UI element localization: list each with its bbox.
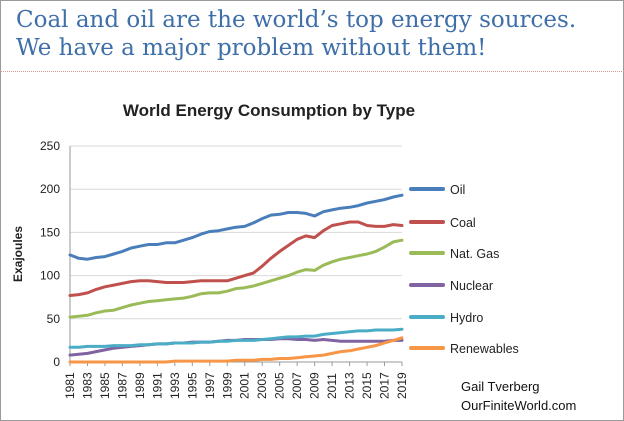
x-tick-label: 1989 [133, 372, 147, 399]
slide-headline: Coal and oil are the world’s top energy … [16, 6, 576, 62]
series-line-oil [68, 193, 404, 261]
legend-label-nat-gas: Nat. Gas [450, 247, 499, 261]
headline-line-2: We have a major problem without them! [16, 35, 487, 61]
x-tick-label: 2009 [308, 372, 322, 399]
legend-label-coal: Coal [450, 216, 476, 230]
x-tick-label: 2015 [360, 372, 374, 399]
y-tick-label: 50 [47, 312, 61, 326]
x-tick-label: 1999 [220, 372, 234, 399]
x-tick-label: 1981 [63, 372, 77, 399]
legend-label-renewables: Renewables [450, 342, 519, 356]
series-line-renewables [68, 336, 404, 364]
headline-line-1: Coal and oil are the world’s top energy … [16, 7, 577, 33]
x-tick-label: 2011 [325, 373, 339, 399]
y-tick-label: 150 [40, 225, 60, 239]
x-tick-label: 2007 [290, 372, 304, 399]
credit-website: OurFiniteWorld.com [461, 398, 577, 413]
x-tick-label: 1993 [168, 372, 182, 399]
legend-label-oil: Oil [450, 183, 465, 197]
x-tick-label: 2019 [395, 372, 409, 399]
x-tick-label: 1991 [150, 372, 164, 399]
y-tick-label: 250 [40, 139, 60, 153]
credit-author: Gail Tverberg [461, 379, 540, 394]
x-tick-label: 2005 [273, 372, 287, 399]
series-line-nat-gas [68, 238, 404, 319]
x-tick-label: 1997 [203, 372, 217, 399]
x-tick-label: 1985 [98, 372, 112, 399]
y-tick-label: 100 [40, 269, 60, 283]
legend-label-nuclear: Nuclear [450, 279, 493, 293]
x-tick-label: 2003 [255, 372, 269, 399]
dotted-divider [0, 71, 624, 72]
y-axis-label: Exajoules [11, 226, 25, 282]
y-tick-label: 200 [40, 182, 60, 196]
legend-label-hydro: Hydro [450, 311, 483, 325]
x-tick-label: 2013 [343, 372, 357, 399]
x-tick-label: 1987 [115, 372, 129, 399]
y-tick-label: 0 [53, 355, 60, 369]
x-tick-label: 2017 [378, 372, 392, 399]
x-tick-label: 2001 [238, 372, 252, 399]
x-tick-label: 1995 [185, 372, 199, 399]
chart-title: World Energy Consumption by Type [123, 101, 415, 120]
series-line-hydro [68, 327, 404, 349]
series-line-coal [68, 220, 404, 297]
credit: Gail Tverberg OurFiniteWorld.com [461, 377, 576, 415]
x-tick-label: 1983 [80, 372, 94, 399]
